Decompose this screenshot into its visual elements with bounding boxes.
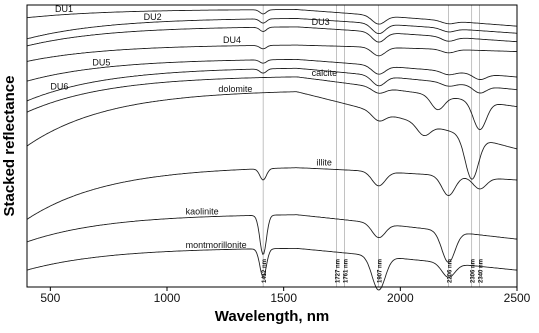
reference-lines: 1412 nm 1727 nm 1761 nm 1907 nm 2206 nm 2306 … — [262, 5, 485, 287]
x-axis-label: Wavelength, nm — [215, 308, 329, 325]
x-tick-label: 2000 — [387, 291, 414, 305]
reference-line-label: 1761 nm — [344, 259, 350, 283]
spectrum-curve — [26, 167, 518, 220]
spectrum-curve — [26, 91, 518, 180]
spectra-curves — [26, 9, 518, 291]
spectrum-curve — [26, 44, 518, 62]
spectrum-curve — [26, 58, 518, 82]
spectrum-curve — [26, 76, 518, 131]
spectrum-curve — [26, 67, 518, 102]
reference-line-label: 2306 nm — [471, 259, 477, 283]
x-tick-label: 500 — [40, 291, 60, 305]
spectrum-curve — [26, 18, 518, 40]
spectrum-curve — [26, 247, 518, 291]
x-axis-ticks: 500 1000 1500 2000 2500 — [40, 287, 531, 305]
curve-label: DU5 — [92, 58, 110, 68]
spectrum-curve — [26, 26, 518, 47]
curve-label: DU4 — [223, 35, 241, 45]
curve-label: montmorillonite — [186, 240, 247, 250]
curve-label: DU2 — [144, 12, 162, 22]
x-tick-label: 1000 — [154, 291, 181, 305]
curve-label: kaolinite — [186, 207, 219, 217]
spectrum-curve — [26, 9, 518, 27]
curve-label: DU6 — [50, 81, 68, 91]
curve-label: calcite — [312, 68, 338, 78]
curve-label: dolomite — [218, 84, 252, 94]
curve-label: DU3 — [312, 17, 330, 27]
spectrum-curve — [26, 214, 518, 263]
curve-label: illite — [316, 158, 332, 168]
curve-label: DU1 — [55, 4, 73, 14]
plot-frame — [26, 4, 518, 288]
x-tick-label: 2500 — [504, 291, 531, 305]
x-tick-label: 1500 — [270, 291, 297, 305]
reference-line-label: 2206 nm — [447, 259, 453, 283]
reference-line-label: 2340 nm — [479, 259, 485, 283]
curve-labels: DU1 DU2 DU3 DU4 DU5 DU6 calcite dolomite illite k… — [50, 4, 337, 250]
reference-line-label: 1907 nm — [378, 259, 384, 283]
y-axis-label: Stacked reflectance — [1, 76, 18, 217]
reference-line-label: 1727 nm — [336, 259, 342, 283]
